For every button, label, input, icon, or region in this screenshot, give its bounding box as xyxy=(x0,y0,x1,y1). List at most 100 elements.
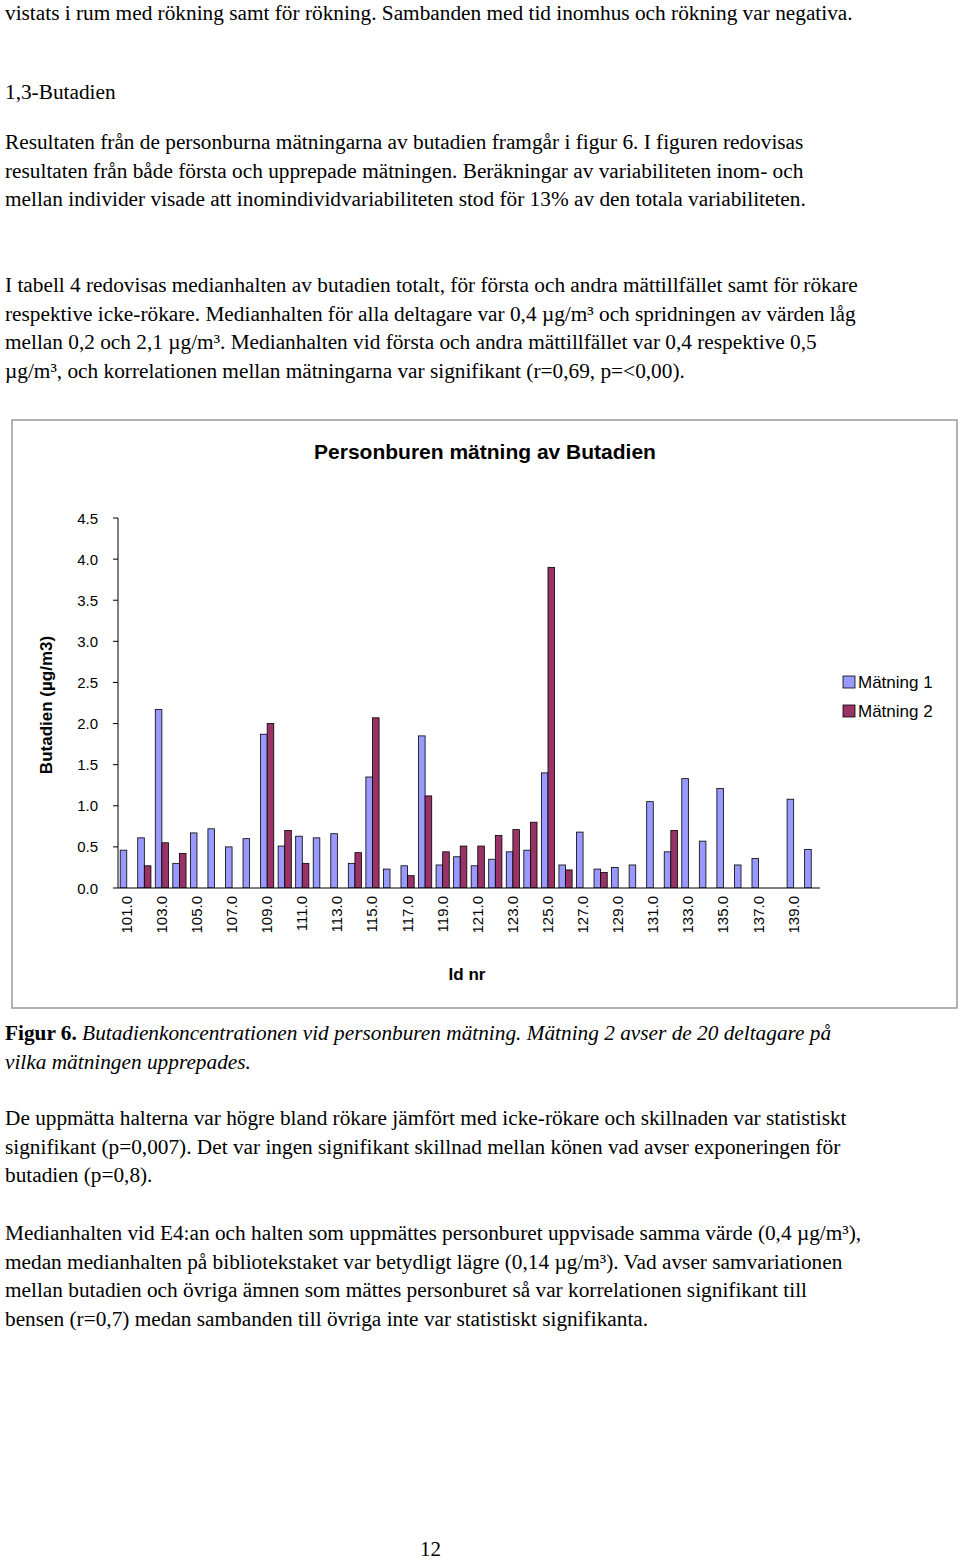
bar xyxy=(372,718,379,888)
x-tick-label: 109.0 xyxy=(258,896,275,934)
bar xyxy=(682,779,689,888)
x-tick-label: 101.0 xyxy=(118,896,135,934)
bar xyxy=(717,789,724,888)
bar xyxy=(425,796,432,888)
bar xyxy=(155,710,162,888)
legend-label: Mätning 2 xyxy=(858,702,933,721)
x-tick-label: 129.0 xyxy=(609,896,626,934)
bar xyxy=(348,863,355,888)
legend-label: Mätning 1 xyxy=(858,673,933,692)
x-tick-label: 107.0 xyxy=(223,896,240,934)
x-tick-label: 125.0 xyxy=(539,896,556,934)
bar xyxy=(734,865,741,888)
y-tick xyxy=(113,888,118,889)
x-tick-label: 123.0 xyxy=(504,896,521,934)
paragraph: Resultaten från de personburna mätningar… xyxy=(5,128,863,214)
bar xyxy=(495,835,502,888)
legend-swatch xyxy=(843,676,855,688)
y-tick-label: 2.0 xyxy=(77,715,98,732)
bar xyxy=(144,866,151,888)
bar xyxy=(208,829,215,888)
x-tick-label: 121.0 xyxy=(469,896,486,934)
bar xyxy=(454,857,461,888)
legend-swatch xyxy=(843,705,855,717)
page-number: 12 xyxy=(420,1537,441,1560)
paragraph: vistats i rum med rökning samt för rökni… xyxy=(5,0,863,28)
bar xyxy=(506,852,513,888)
bar xyxy=(478,846,485,888)
x-tick-label: 127.0 xyxy=(574,896,591,934)
bar xyxy=(190,833,197,888)
bar xyxy=(443,852,450,888)
bar xyxy=(179,853,186,888)
bar xyxy=(401,866,408,888)
y-tick xyxy=(113,764,118,765)
y-tick-label: 1.0 xyxy=(77,797,98,814)
y-tick xyxy=(113,682,118,683)
y-tick xyxy=(113,805,118,806)
chart: Personburen mätning av Butadien0.00.51.0… xyxy=(0,0,960,1560)
y-axis-label: Butadien (µg/m3) xyxy=(37,636,56,774)
bar xyxy=(355,853,362,888)
bar xyxy=(120,850,127,888)
x-tick-label: 113.0 xyxy=(328,896,345,932)
bar xyxy=(243,839,250,888)
bar xyxy=(278,846,285,888)
bar xyxy=(787,799,794,888)
bar xyxy=(530,822,537,888)
chart-frame xyxy=(12,420,957,1008)
bar xyxy=(594,869,601,888)
y-tick xyxy=(113,723,118,724)
y-tick xyxy=(113,641,118,642)
x-tick-label: 115.0 xyxy=(363,896,380,932)
x-tick-label: 119.0 xyxy=(434,896,451,932)
bar xyxy=(436,865,443,888)
bar xyxy=(524,850,531,888)
x-tick-label: 131.0 xyxy=(644,896,661,934)
bar xyxy=(460,846,467,888)
bar xyxy=(331,834,338,888)
bar xyxy=(471,866,478,888)
bar xyxy=(366,777,373,888)
bar xyxy=(559,865,566,888)
x-axis xyxy=(118,888,820,889)
bars xyxy=(120,567,811,888)
bar xyxy=(173,863,180,888)
bar xyxy=(302,863,309,888)
bar xyxy=(225,847,232,888)
y-axis xyxy=(118,518,119,888)
bar xyxy=(296,836,303,888)
y-tick xyxy=(113,846,118,847)
x-tick-label: 103.0 xyxy=(153,896,170,934)
y-tick-label: 0.5 xyxy=(77,838,98,855)
bar xyxy=(419,736,426,888)
x-tick-label: 105.0 xyxy=(188,896,205,934)
x-tick-label: 133.0 xyxy=(679,896,696,934)
paragraph: I tabell 4 redovisas medianhalten av but… xyxy=(5,271,863,386)
bar xyxy=(566,870,573,888)
caption-label: Figur 6. xyxy=(5,1021,77,1045)
y-tick xyxy=(113,600,118,601)
bar xyxy=(489,859,496,888)
x-axis-label: Id nr xyxy=(449,965,486,984)
y-tick-label: 1.5 xyxy=(77,756,98,773)
bar xyxy=(261,734,268,888)
bar xyxy=(752,858,759,888)
bar xyxy=(138,838,145,888)
y-tick-label: 2.5 xyxy=(77,674,98,691)
bar xyxy=(408,876,415,888)
bar xyxy=(629,865,636,888)
bar xyxy=(383,869,390,888)
bar xyxy=(699,841,706,888)
bar xyxy=(612,867,619,888)
x-tick-label: 135.0 xyxy=(714,896,731,934)
y-tick-label: 3.5 xyxy=(77,592,98,609)
bar xyxy=(576,832,583,888)
y-tick xyxy=(113,518,118,519)
y-tick xyxy=(113,559,118,560)
bar xyxy=(313,838,320,888)
y-tick-label: 4.0 xyxy=(77,551,98,568)
x-tick-label: 111.0 xyxy=(293,896,310,931)
heading: 1,3-Butadien xyxy=(5,78,863,107)
paragraph: De uppmätta halterna var högre bland rök… xyxy=(5,1104,863,1190)
